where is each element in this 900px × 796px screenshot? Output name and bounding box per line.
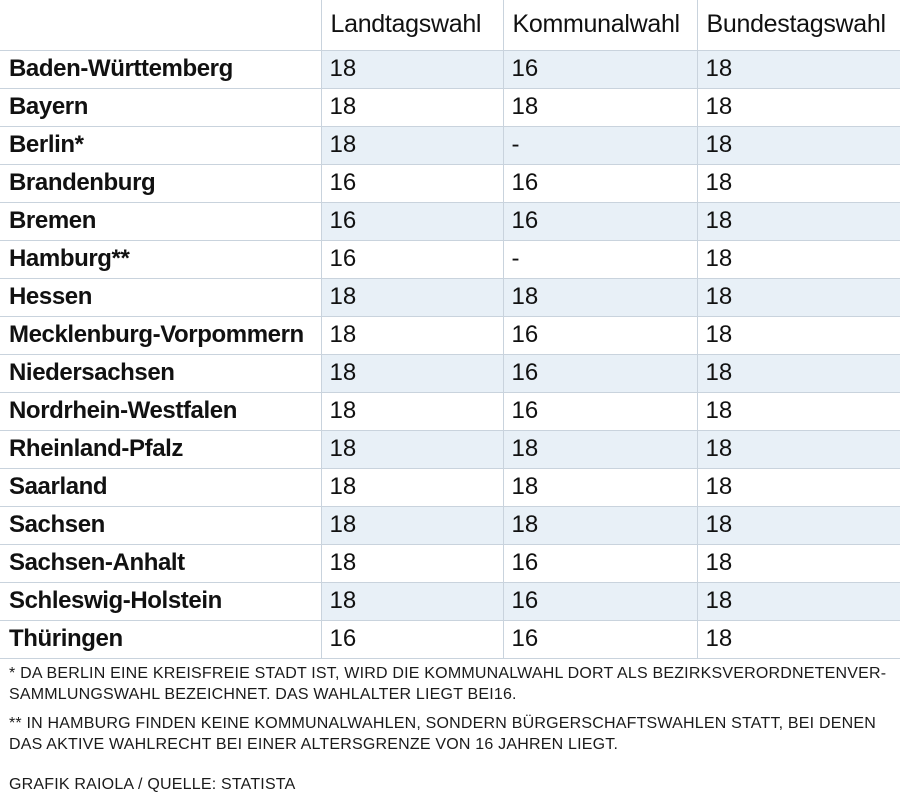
table-body: Baden-Württemberg 18 16 18 Bayern 18 18 18 Berli…	[0, 50, 900, 659]
table-row: Nordrhein-Westfalen 18 16 18	[0, 392, 900, 431]
landtagswahl-cell: 16	[320, 202, 503, 241]
land-name-cell: Rheinland-Pfalz	[0, 430, 321, 469]
land-name-cell: Mecklenburg-Vorpommern	[0, 316, 321, 355]
kommunalwahl-cell: 16	[502, 544, 697, 583]
bundestagswahl-cell: 18	[696, 582, 900, 621]
land-name-cell: Hessen	[0, 278, 321, 317]
landtagswahl-cell: 18	[320, 468, 503, 507]
table-row: Baden-Württemberg 18 16 18	[0, 50, 900, 89]
bundestagswahl-cell: 18	[696, 392, 900, 431]
bundestagswahl-cell: 18	[696, 544, 900, 583]
table-header: Landtagswahl Kommunalwahl Bundestagswahl	[0, 0, 900, 51]
table-row: Bayern 18 18 18	[0, 88, 900, 127]
landtagswahl-cell: 16	[320, 164, 503, 203]
landtagswahl-cell: 18	[320, 50, 503, 89]
land-name-cell: Hamburg**	[0, 240, 321, 279]
bundestagswahl-cell: 18	[696, 126, 900, 165]
kommunalwahl-cell: 16	[502, 392, 697, 431]
bundestagswahl-cell: 18	[696, 506, 900, 545]
table-row: Saarland 18 18 18	[0, 468, 900, 507]
kommunalwahl-cell: 16	[502, 164, 697, 203]
table-row: Rheinland-Pfalz 18 18 18	[0, 430, 900, 469]
table-row: Schleswig-Holstein 18 16 18	[0, 582, 900, 621]
bundestagswahl-cell: 18	[696, 316, 900, 355]
kommunalwahl-cell: -	[502, 240, 697, 279]
land-name-cell: Berlin*	[0, 126, 321, 165]
land-name-cell: Niedersachsen	[0, 354, 321, 393]
landtagswahl-cell: 18	[320, 316, 503, 355]
table-row: Brandenburg 16 16 18	[0, 164, 900, 203]
header-kommunalwahl: Kommunalwahl	[502, 0, 697, 51]
land-name-cell: Baden-Württemberg	[0, 50, 321, 89]
table-row: Mecklenburg-Vorpommern 18 16 18	[0, 316, 900, 355]
land-name-cell: Bremen	[0, 202, 321, 241]
kommunalwahl-cell: 18	[502, 430, 697, 469]
land-name-cell: Saarland	[0, 468, 321, 507]
table-row: Sachsen 18 18 18	[0, 506, 900, 545]
bundestagswahl-cell: 18	[696, 50, 900, 89]
landtagswahl-cell: 18	[320, 430, 503, 469]
landtagswahl-cell: 16	[320, 620, 503, 659]
kommunalwahl-cell: 16	[502, 50, 697, 89]
footnote-hamburg: ** IN HAMBURG FINDEN KEINE KOMMUNALWAHLE…	[9, 715, 876, 753]
kommunalwahl-cell: 18	[502, 506, 697, 545]
kommunalwahl-cell: 16	[502, 582, 697, 621]
land-name-cell: Bayern	[0, 88, 321, 127]
table-row: Niedersachsen 18 16 18	[0, 354, 900, 393]
bundestagswahl-cell: 18	[696, 88, 900, 127]
bundestagswahl-cell: 18	[696, 240, 900, 279]
land-name-cell: Thüringen	[0, 620, 321, 659]
kommunalwahl-cell: 16	[502, 620, 697, 659]
header-landtagswahl: Landtagswahl	[320, 0, 503, 51]
header-corner	[0, 0, 321, 51]
bundestagswahl-cell: 18	[696, 164, 900, 203]
land-name-cell: Brandenburg	[0, 164, 321, 203]
landtagswahl-cell: 18	[320, 126, 503, 165]
voting-age-table: Landtagswahl Kommunalwahl Bundestagswahl…	[0, 0, 900, 659]
kommunalwahl-cell: 16	[502, 316, 697, 355]
table-row: Sachsen-Anhalt 18 16 18	[0, 544, 900, 583]
header-row: Landtagswahl Kommunalwahl Bundestagswahl	[0, 0, 900, 51]
landtagswahl-cell: 18	[320, 544, 503, 583]
kommunalwahl-cell: 18	[502, 278, 697, 317]
landtagswahl-cell: 18	[320, 506, 503, 545]
land-name-cell: Sachsen	[0, 506, 321, 545]
land-name-cell: Schleswig-Holstein	[0, 582, 321, 621]
bundestagswahl-cell: 18	[696, 620, 900, 659]
table-row: Bremen 16 16 18	[0, 202, 900, 241]
source-credit: GRAFIK RAIOLA / QUELLE: STATISTA	[9, 776, 296, 793]
landtagswahl-cell: 18	[320, 392, 503, 431]
kommunalwahl-cell: 18	[502, 468, 697, 507]
footnotes: * DA BERLIN EINE KREISFREIE STADT IST, W…	[9, 663, 894, 763]
table-row: Thüringen 16 16 18	[0, 620, 900, 659]
footnote-berlin: * DA BERLIN EINE KREISFREIE STADT IST, W…	[9, 665, 887, 703]
bundestagswahl-cell: 18	[696, 430, 900, 469]
bundestagswahl-cell: 18	[696, 468, 900, 507]
bundestagswahl-cell: 18	[696, 202, 900, 241]
landtagswahl-cell: 18	[320, 88, 503, 127]
kommunalwahl-cell: 18	[502, 88, 697, 127]
landtagswahl-cell: 16	[320, 240, 503, 279]
kommunalwahl-cell: 16	[502, 202, 697, 241]
table-row: Hamburg** 16-18	[0, 240, 900, 279]
landtagswahl-cell: 18	[320, 582, 503, 621]
kommunalwahl-cell: 16	[502, 354, 697, 393]
landtagswahl-cell: 18	[320, 278, 503, 317]
land-name-cell: Nordrhein-Westfalen	[0, 392, 321, 431]
table-row: Berlin* 18-18	[0, 126, 900, 165]
landtagswahl-cell: 18	[320, 354, 503, 393]
land-name-cell: Sachsen-Anhalt	[0, 544, 321, 583]
bundestagswahl-cell: 18	[696, 278, 900, 317]
kommunalwahl-cell: -	[502, 126, 697, 165]
table-row: Hessen 18 18 18	[0, 278, 900, 317]
header-bundestagswahl: Bundestagswahl	[696, 0, 900, 51]
bundestagswahl-cell: 18	[696, 354, 900, 393]
